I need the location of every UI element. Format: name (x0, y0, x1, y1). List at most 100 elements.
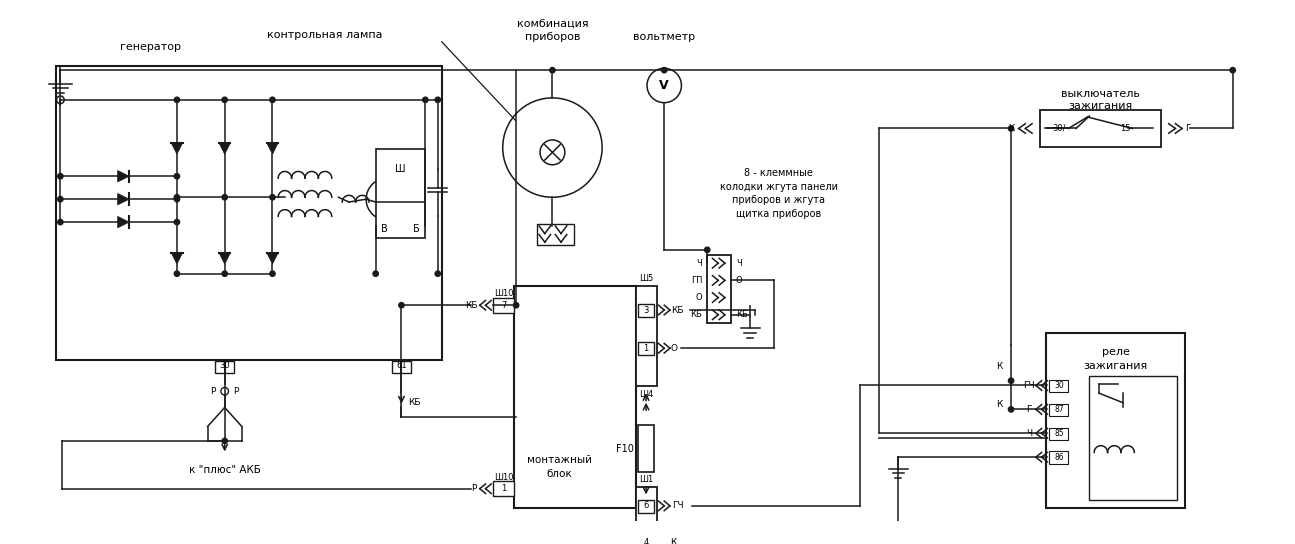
Bar (1089, 376, 1177, 500)
Circle shape (221, 438, 228, 443)
Circle shape (648, 69, 681, 103)
Circle shape (175, 174, 180, 179)
Bar (707, 255, 732, 323)
Text: 30: 30 (219, 361, 231, 370)
Text: выключатель: выключатель (1061, 89, 1140, 99)
Polygon shape (118, 170, 130, 182)
Circle shape (1009, 126, 1014, 131)
Text: F10: F10 (616, 443, 635, 454)
Bar (636, 286, 657, 386)
Text: 7: 7 (501, 301, 506, 310)
Text: ГП: ГП (692, 276, 702, 285)
Text: Р: Р (471, 484, 477, 493)
Polygon shape (118, 217, 130, 228)
Text: монтажный: монтажный (527, 455, 592, 465)
Text: 85: 85 (1054, 429, 1063, 438)
Text: зажигания: зажигания (1084, 361, 1147, 372)
Text: Р: Р (233, 387, 238, 395)
Bar (514, 286, 636, 508)
Circle shape (175, 97, 180, 102)
Text: 8 - клеммные: 8 - клеммные (745, 169, 813, 178)
Circle shape (221, 195, 228, 200)
Text: приборов: приборов (524, 32, 580, 42)
Text: щитка приборов: щитка приборов (737, 208, 821, 219)
Polygon shape (267, 143, 278, 154)
Text: Ш10: Ш10 (493, 289, 513, 298)
Circle shape (221, 387, 228, 395)
Text: КБ: КБ (408, 398, 420, 407)
Text: 30/: 30/ (1052, 124, 1066, 133)
Polygon shape (171, 143, 183, 154)
Text: приборов и жгута: приборов и жгута (733, 195, 825, 205)
Bar (493, 298, 514, 313)
Circle shape (221, 97, 228, 102)
Bar (638, 304, 654, 317)
Text: 6: 6 (644, 502, 649, 510)
Circle shape (550, 67, 556, 73)
Text: колодки жгута панели: колодки жгута панели (720, 182, 838, 191)
Text: Б: Б (413, 224, 420, 234)
Bar (638, 536, 654, 544)
Circle shape (366, 178, 408, 220)
Polygon shape (219, 252, 231, 264)
Circle shape (269, 195, 275, 200)
Circle shape (435, 271, 440, 276)
Circle shape (704, 247, 710, 252)
Polygon shape (219, 143, 231, 154)
Text: 1: 1 (644, 344, 649, 353)
Circle shape (540, 140, 565, 165)
Text: ГЧ: ГЧ (1023, 381, 1035, 390)
Text: 61: 61 (396, 361, 407, 370)
Text: Ч: Ч (1026, 429, 1032, 438)
Circle shape (175, 196, 180, 202)
Bar (493, 481, 514, 496)
Circle shape (57, 96, 65, 103)
Circle shape (662, 67, 667, 73)
Text: зажигания: зажигания (1068, 101, 1133, 110)
Circle shape (269, 97, 275, 102)
Text: К: К (996, 400, 1002, 409)
Bar (638, 425, 654, 472)
Circle shape (269, 271, 275, 276)
Bar (56, 66, 442, 360)
Text: реле: реле (1102, 347, 1129, 357)
Text: ГЧ: ГЧ (672, 502, 684, 510)
Text: 3: 3 (644, 306, 649, 314)
Text: К: К (671, 537, 677, 544)
Circle shape (58, 174, 63, 179)
Text: Ш1: Ш1 (638, 474, 653, 484)
Text: 15: 15 (1120, 124, 1131, 133)
Circle shape (175, 271, 180, 276)
Circle shape (1230, 67, 1235, 73)
Bar (638, 343, 654, 355)
Circle shape (58, 196, 63, 202)
Bar (1040, 110, 1162, 147)
Text: К: К (1008, 124, 1014, 133)
Text: О: О (695, 293, 702, 302)
Text: Ш5: Ш5 (638, 274, 653, 283)
Bar (215, 361, 234, 373)
Bar (1046, 333, 1185, 508)
Text: Г: Г (1027, 405, 1032, 414)
Circle shape (513, 302, 519, 308)
Bar (392, 361, 411, 373)
Bar (638, 500, 654, 512)
Bar (537, 224, 575, 245)
Text: контрольная лампа: контрольная лампа (267, 30, 383, 40)
Text: 4: 4 (644, 537, 649, 544)
Text: Г: Г (1185, 124, 1190, 133)
Text: Ш4: Ш4 (638, 390, 653, 399)
Text: генератор: генератор (119, 42, 180, 52)
Polygon shape (118, 194, 130, 205)
Text: В: В (381, 224, 387, 234)
Circle shape (422, 97, 429, 102)
Text: КБ: КБ (690, 310, 702, 319)
Text: к "плюс" АКБ: к "плюс" АКБ (189, 465, 260, 474)
Text: Ч: Ч (736, 259, 742, 268)
Circle shape (175, 219, 180, 225)
Circle shape (175, 195, 180, 200)
Text: V: V (659, 79, 670, 92)
Text: КБ: КБ (671, 306, 684, 314)
Text: комбинация: комбинация (517, 18, 588, 28)
Text: 87: 87 (1054, 405, 1063, 414)
